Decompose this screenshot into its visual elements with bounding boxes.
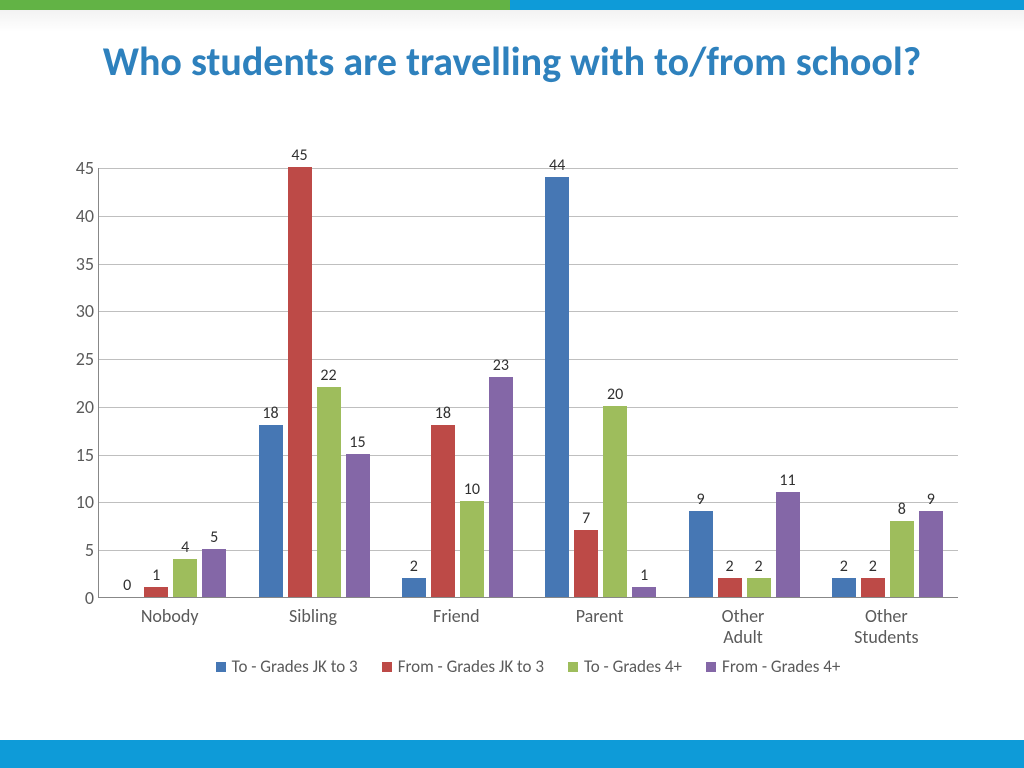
chart-bar-label: 5 (199, 528, 229, 547)
chart-y-tick: 45 (62, 157, 94, 179)
chart-bar-label: 2 (829, 557, 859, 576)
chart-legend-item: To - Grades 4+ (568, 656, 682, 677)
chart-bar-label: 45 (285, 146, 315, 165)
chart-bar (545, 177, 569, 597)
chart-legend-swatch (382, 662, 392, 672)
chart-bar-label: 15 (343, 433, 373, 452)
chart-bar (718, 578, 742, 597)
chart-bar (776, 492, 800, 597)
chart-y-tick: 5 (62, 539, 94, 561)
chart-y-tick: 40 (62, 205, 94, 227)
top-accent-green (0, 0, 510, 10)
chart-bar-label: 2 (858, 557, 888, 576)
top-accent-blue (510, 0, 1024, 10)
chart-bar (689, 511, 713, 597)
chart-bar-label: 18 (428, 404, 458, 423)
chart-bar (632, 587, 656, 597)
chart-bar-label: 8 (887, 500, 917, 519)
chart-x-category: Parent (540, 606, 660, 627)
chart-bar (574, 530, 598, 597)
bar-chart: 0145184522152181023447201922112289 05101… (60, 158, 970, 678)
chart-y-tick: 10 (62, 491, 94, 513)
chart-legend-item: From - Grades 4+ (706, 656, 840, 677)
chart-bar (317, 387, 341, 597)
chart-bar-label: 2 (715, 557, 745, 576)
chart-x-category: OtherAdult (683, 606, 803, 647)
chart-legend-item: To - Grades JK to 3 (216, 656, 358, 677)
chart-bar-label: 0 (112, 576, 142, 595)
chart-x-category: Friend (396, 606, 516, 627)
chart-x-category: OtherStudents (826, 606, 946, 647)
chart-bar (288, 167, 312, 597)
chart-y-tick: 30 (62, 300, 94, 322)
chart-bar (890, 521, 914, 597)
chart-x-category: Nobody (110, 606, 230, 627)
chart-grid-line (99, 311, 958, 312)
chart-bar-label: 1 (629, 566, 659, 585)
page-title: Who students are travelling with to/from… (80, 38, 944, 85)
chart-legend-swatch (568, 662, 578, 672)
chart-bar-label: 4 (170, 538, 200, 557)
chart-bar-label: 18 (256, 404, 286, 423)
chart-legend-item: From - Grades JK to 3 (382, 656, 544, 677)
chart-bar (259, 425, 283, 597)
chart-grid-line (99, 216, 958, 217)
chart-bar (832, 578, 856, 597)
top-fade (0, 10, 1024, 32)
chart-y-tick: 15 (62, 444, 94, 466)
chart-legend-swatch (706, 662, 716, 672)
chart-grid-line (99, 359, 958, 360)
bottom-accent-bar (0, 740, 1024, 768)
chart-bar (202, 549, 226, 597)
chart-x-category: Sibling (253, 606, 373, 627)
chart-bar (402, 578, 426, 597)
chart-y-tick: 35 (62, 253, 94, 275)
chart-bar (861, 578, 885, 597)
chart-bar (144, 587, 168, 597)
chart-bar-label: 10 (457, 480, 487, 499)
chart-plot-area: 0145184522152181023447201922112289 (98, 168, 958, 598)
chart-bar (603, 406, 627, 597)
chart-bar-label: 2 (744, 557, 774, 576)
chart-legend-label: To - Grades JK to 3 (232, 656, 358, 677)
chart-bar-label: 20 (600, 385, 630, 404)
chart-bar-label: 7 (571, 509, 601, 528)
chart-legend-label: From - Grades JK to 3 (398, 656, 544, 677)
chart-y-tick: 25 (62, 348, 94, 370)
top-accent-bar (0, 0, 1024, 10)
chart-bar-label: 9 (916, 490, 946, 509)
chart-grid-line (99, 407, 958, 408)
chart-legend-swatch (216, 662, 226, 672)
chart-bar (173, 559, 197, 597)
chart-y-tick: 20 (62, 396, 94, 418)
chart-bar-label: 2 (399, 557, 429, 576)
chart-bar (747, 578, 771, 597)
chart-legend-label: From - Grades 4+ (722, 656, 840, 677)
chart-legend-label: To - Grades 4+ (584, 656, 682, 677)
chart-bar (346, 454, 370, 597)
chart-grid-line (99, 168, 958, 169)
chart-bar-label: 11 (773, 471, 803, 490)
chart-bar (431, 425, 455, 597)
chart-legend: To - Grades JK to 3 From - Grades JK to 3… (98, 656, 958, 677)
chart-bar (919, 511, 943, 597)
chart-bar-label: 1 (141, 566, 171, 585)
chart-bar-label: 9 (686, 490, 716, 509)
chart-grid-line (99, 502, 958, 503)
chart-bar (489, 377, 513, 597)
chart-grid-line (99, 550, 958, 551)
chart-bar-label: 22 (314, 366, 344, 385)
chart-bar (460, 501, 484, 597)
chart-grid-line (99, 264, 958, 265)
chart-bar-label: 23 (486, 356, 516, 375)
chart-grid-line (99, 455, 958, 456)
chart-y-tick: 0 (62, 587, 94, 609)
chart-bar-label: 44 (542, 156, 572, 175)
